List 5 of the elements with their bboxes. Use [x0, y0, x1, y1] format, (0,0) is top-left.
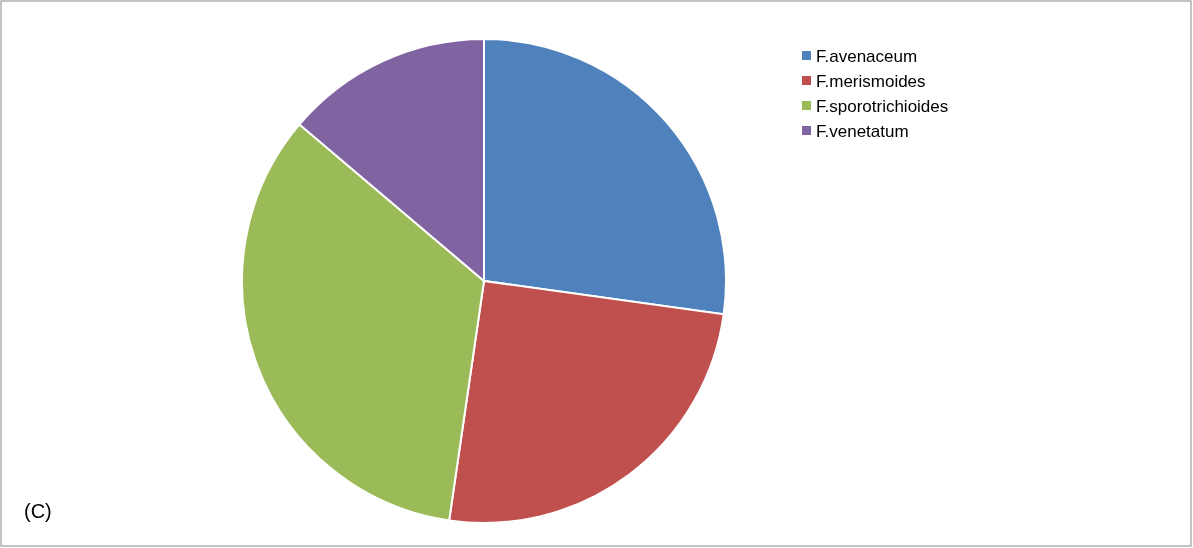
legend-label: F.sporotrichioides [816, 96, 949, 116]
legend-label: F.venetatum [816, 121, 909, 141]
legend-label: F.avenaceum [816, 46, 918, 66]
legend-label: F.merismoides [816, 71, 926, 91]
text: (C) [24, 500, 52, 522]
